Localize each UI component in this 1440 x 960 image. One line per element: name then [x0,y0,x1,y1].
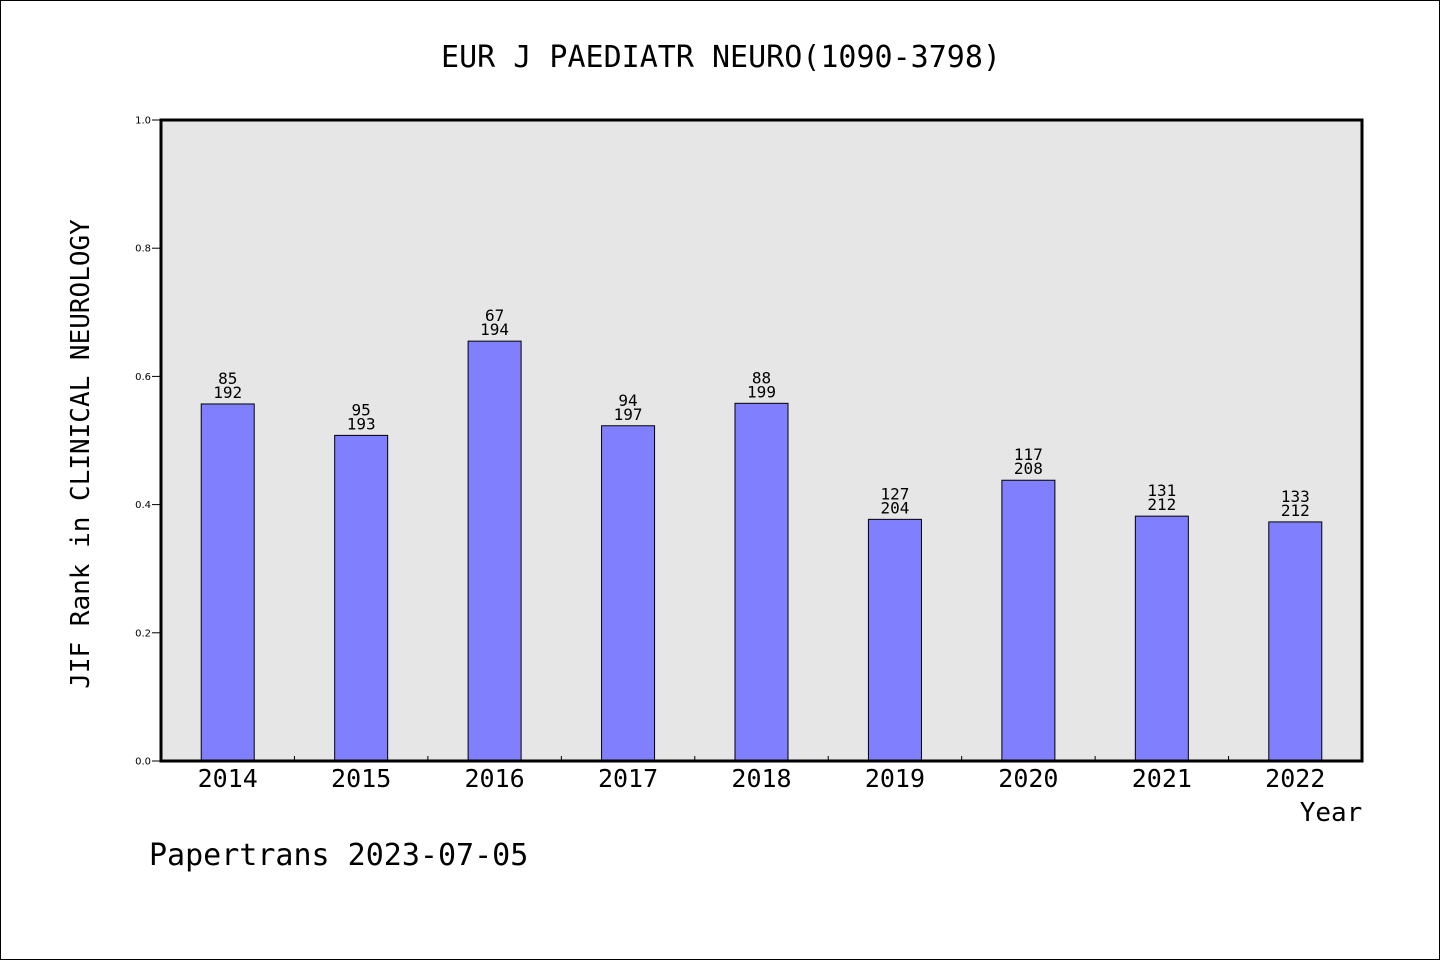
x-tick-label: 2016 [465,764,525,793]
bar-2022 [1268,521,1323,762]
x-tick-label: 2019 [865,764,925,793]
bar-rank-label: 117 [1014,445,1043,464]
bar-2016 [467,340,522,762]
bar-2021 [1134,515,1189,762]
bar-total-label: 204 [880,498,909,517]
x-tick-label: 2021 [1132,764,1192,793]
bar-total-label: 208 [1014,459,1043,478]
bar-2014 [200,403,255,762]
bar-total-label: 194 [480,320,509,339]
bar-rank-label: 133 [1281,487,1310,506]
y-tick-label: 0.0 [135,757,151,768]
bar-total-label: 199 [747,382,776,401]
bar-rank-label: 127 [880,484,909,503]
y-tick-label: 0.8 [135,244,151,255]
y-tick-label: 1.0 [135,116,151,127]
y-axis: 0.0 0.2 0.4 0.6 0.8 1.0 [135,116,161,768]
bar-2017 [601,425,656,762]
bar-total-label: 212 [1281,501,1310,520]
bar-total-label: 193 [347,414,376,433]
bar-2020 [1001,479,1056,762]
x-tick-label: 2022 [1265,764,1325,793]
x-tick-label: 2014 [198,764,258,793]
bar-total-label: 212 [1147,495,1176,514]
x-tick-label: 2015 [331,764,391,793]
bar-rank-label: 67 [485,306,504,325]
bar-total-label: 197 [614,405,643,424]
bar-2019 [867,518,922,762]
bar-rank-label: 131 [1147,481,1176,500]
bar-rank-label: 95 [352,400,371,419]
bar-rank-label: 88 [752,368,771,387]
bar-total-label: 192 [213,383,242,402]
x-tick-label: 2020 [998,764,1058,793]
x-tick-label: 2018 [731,764,791,793]
y-tick-label: 0.6 [135,372,151,383]
y-tick-label: 0.4 [135,500,151,511]
bar-2018 [734,402,789,762]
bar-2015 [334,434,389,762]
x-tick-label: 2017 [598,764,658,793]
x-axis: 2014 2015 2016 2017 2018 2019 2020 2021 2022 [198,756,1325,793]
plot-frame [159,118,1364,763]
bar-rank-label: 85 [218,369,237,388]
bar-rank-label: 94 [618,391,637,410]
footer-source: Papertrans 2023-07-05 [149,838,528,873]
y-axis-title: JIF Rank in CLINICAL NEUROLOGY [66,219,96,689]
chart-title: EUR J PAEDIATR NEURO(1090-3798) [441,40,1001,75]
x-axis-title: Year [1300,798,1363,828]
y-tick-label: 0.2 [135,628,151,639]
